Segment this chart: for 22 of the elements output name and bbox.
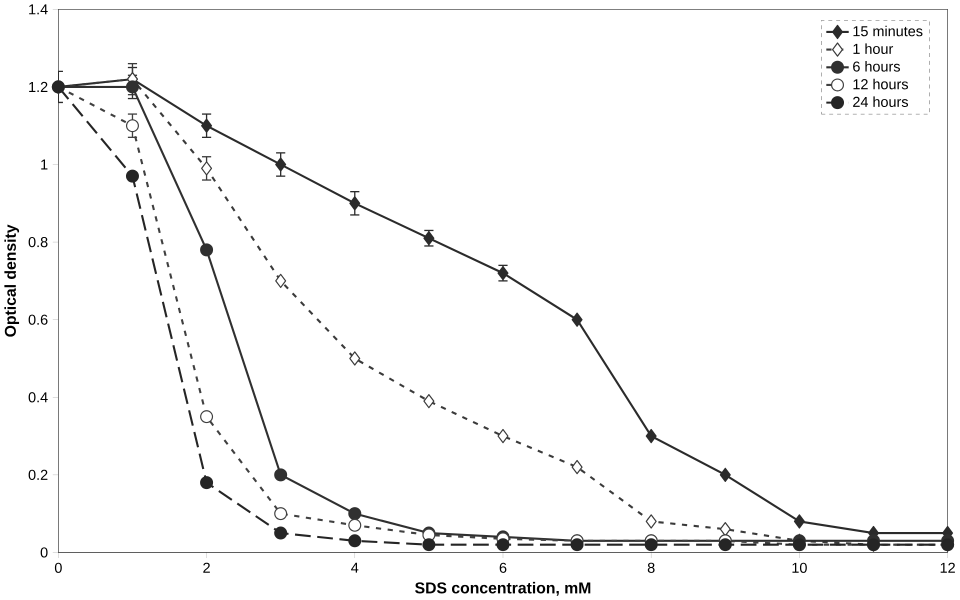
y-tick-label: 0.4	[28, 392, 48, 402]
x-tick-label: 8	[648, 562, 655, 573]
legend-label: 6 hours	[853, 61, 900, 72]
y-tick-label: 0.2	[28, 470, 48, 480]
y-tick-label: 1.2	[29, 82, 48, 92]
x-axis-title: SDS concentration, mM	[415, 582, 590, 596]
x-tick-label: 10	[792, 562, 807, 573]
y-tick-label: 1	[41, 159, 48, 170]
y-tick-label: 0	[40, 547, 48, 558]
legend-label: 24 hours	[853, 96, 908, 107]
x-tick-label: 0	[54, 562, 62, 573]
legend-label: 1 hour	[853, 43, 894, 54]
y-axis-title: Optical density	[4, 224, 20, 337]
x-tick-label: 6	[500, 562, 506, 573]
legend-label: 15 minutes	[853, 26, 922, 36]
legend-label: 12 hours	[853, 78, 908, 90]
y-tick-label: 1.4	[29, 4, 48, 14]
y-tick-label: 0.6	[28, 314, 48, 325]
x-tick-label: 12	[940, 562, 955, 573]
x-tick-label: 4	[351, 562, 358, 573]
x-tick-label: 2	[203, 562, 210, 573]
y-tick-label: 0.8	[28, 236, 48, 248]
